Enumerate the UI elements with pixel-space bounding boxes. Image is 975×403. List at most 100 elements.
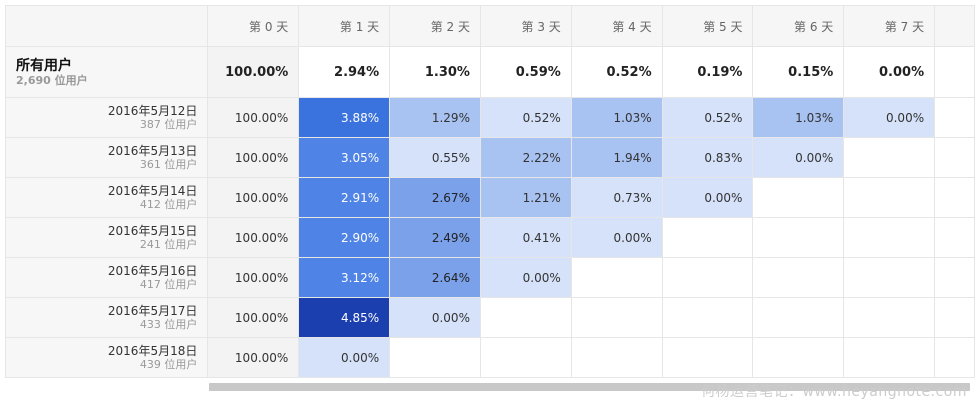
- empty-cell: [479, 337, 572, 378]
- retention-cell: 0.55%: [389, 137, 481, 178]
- retention-cell: 0.00%: [752, 137, 845, 178]
- row-date: 2016年5月18日: [107, 344, 198, 358]
- watermark-text: 何杨运营笔记：www.heyangnote.com: [700, 384, 967, 400]
- summary-day-6: 0.15%: [752, 46, 845, 98]
- retention-cell: 0.00%: [661, 177, 754, 218]
- table-row: 2016年5月16日 417 位用户 100.00% 3.12% 2.64% 0.00%: [4, 257, 975, 298]
- table-row: 2016年5月14日 412 位用户 100.00% 2.91% 2.67% 1.21% 0…: [4, 177, 975, 218]
- summary-day-1: 2.94%: [298, 46, 391, 98]
- empty-cell: [389, 337, 481, 378]
- empty-cell: [934, 177, 975, 218]
- row-date: 2016年5月14日: [107, 184, 198, 198]
- retention-cell: 1.21%: [479, 177, 572, 218]
- empty-cell: [843, 217, 936, 258]
- row-user-count: 439 位用户: [139, 358, 198, 371]
- row-user-count: 417 位用户: [139, 278, 198, 291]
- empty-cell: [570, 337, 663, 378]
- header-day-2[interactable]: 第 2 天: [389, 5, 481, 47]
- empty-cell: [752, 257, 845, 298]
- retention-cell: 2.49%: [389, 217, 481, 258]
- retention-cell: 2.64%: [389, 257, 481, 298]
- retention-cell: 1.03%: [752, 97, 845, 138]
- header-day-6[interactable]: 第 6 天: [752, 5, 845, 47]
- empty-cell: [934, 337, 975, 378]
- empty-cell: [843, 137, 936, 178]
- row-user-count: 412 位用户: [139, 198, 198, 211]
- row-user-count: 361 位用户: [139, 158, 198, 171]
- header-day-1[interactable]: 第 1 天: [298, 5, 391, 47]
- empty-cell: [661, 217, 754, 258]
- retention-cell: 2.22%: [479, 137, 572, 178]
- empty-cell: [934, 97, 975, 138]
- row-label: 2016年5月14日 412 位用户: [4, 177, 209, 218]
- summary-day-0: 100.00%: [207, 46, 300, 98]
- empty-cell: [934, 257, 975, 298]
- header-day-0[interactable]: 第 0 天: [207, 5, 300, 47]
- retention-cell: 0.00%: [479, 257, 572, 298]
- row-user-count: 241 位用户: [139, 238, 198, 251]
- summary-row: 所有用户 2,690 位用户 100.00% 2.94% 1.30% 0.59%…: [4, 46, 975, 98]
- header-overflow: [934, 5, 975, 47]
- header-corner: [4, 5, 209, 47]
- summary-day-3: 0.59%: [479, 46, 572, 98]
- empty-cell: [570, 257, 663, 298]
- cell-day-0: 100.00%: [207, 137, 300, 178]
- retention-cell: 0.41%: [479, 217, 572, 258]
- table-row: 2016年5月17日 433 位用户 100.00% 4.85% 0.00%: [4, 297, 975, 338]
- empty-cell: [843, 257, 936, 298]
- table-row: 2016年5月13日 361 位用户 100.00% 3.05% 0.55% 2.22% 1…: [4, 137, 975, 178]
- empty-cell: [934, 217, 975, 258]
- cell-day-0: 100.00%: [207, 97, 300, 138]
- empty-cell: [752, 217, 845, 258]
- empty-cell: [934, 137, 975, 178]
- cell-day-0: 100.00%: [207, 297, 300, 338]
- empty-cell: [752, 177, 845, 218]
- retention-cell: 3.88%: [298, 97, 391, 138]
- empty-cell: [661, 257, 754, 298]
- row-user-count: 387 位用户: [139, 118, 198, 131]
- empty-cell: [934, 297, 975, 338]
- header-row: 第 0 天 第 1 天 第 2 天 第 3 天 第 4 天 第 5 天 第 6 …: [4, 5, 975, 47]
- row-label: 2016年5月17日 433 位用户: [4, 297, 209, 338]
- empty-cell: [843, 337, 936, 378]
- retention-cell: 0.00%: [298, 337, 391, 378]
- row-date: 2016年5月17日: [107, 304, 198, 318]
- header-day-7[interactable]: 第 7 天: [843, 5, 936, 47]
- retention-cell: 2.91%: [298, 177, 391, 218]
- row-label: 2016年5月18日 439 位用户: [4, 337, 209, 378]
- empty-cell: [843, 297, 936, 338]
- summary-users: 2,690 位用户: [16, 73, 88, 87]
- header-day-5[interactable]: 第 5 天: [661, 5, 754, 47]
- empty-cell: [752, 337, 845, 378]
- row-date: 2016年5月16日: [107, 264, 198, 278]
- row-label: 2016年5月12日 387 位用户: [4, 97, 209, 138]
- retention-cell: 2.90%: [298, 217, 391, 258]
- row-date: 2016年5月15日: [107, 224, 198, 238]
- header-day-3[interactable]: 第 3 天: [479, 5, 572, 47]
- retention-cell: 3.12%: [298, 257, 391, 298]
- row-label: 2016年5月13日 361 位用户: [4, 137, 209, 178]
- retention-cell: 4.85%: [298, 297, 391, 338]
- cell-day-0: 100.00%: [207, 217, 300, 258]
- table-row: 2016年5月18日 439 位用户 100.00% 0.00%: [4, 337, 975, 378]
- empty-cell: [570, 297, 663, 338]
- horizontal-scrollbar[interactable]: [209, 383, 970, 391]
- row-date: 2016年5月13日: [107, 144, 198, 158]
- empty-cell: [661, 297, 754, 338]
- retention-cell: 0.00%: [843, 97, 936, 138]
- retention-cell: 0.52%: [479, 97, 572, 138]
- summary-day-4: 0.52%: [570, 46, 663, 98]
- row-label: 2016年5月15日 241 位用户: [4, 217, 209, 258]
- table-row: 2016年5月15日 241 位用户 100.00% 2.90% 2.49% 0.41% 0…: [4, 217, 975, 258]
- retention-cell: 3.05%: [298, 137, 391, 178]
- empty-cell: [752, 297, 845, 338]
- row-date: 2016年5月12日: [107, 104, 198, 118]
- header-day-4[interactable]: 第 4 天: [570, 5, 663, 47]
- summary-day-7: 0.00%: [843, 46, 936, 98]
- cell-day-0: 100.00%: [207, 257, 300, 298]
- empty-cell: [843, 177, 936, 218]
- retention-cell: 0.73%: [570, 177, 663, 218]
- retention-cell: 1.03%: [570, 97, 663, 138]
- cell-day-0: 100.00%: [207, 177, 300, 218]
- retention-cell: 0.52%: [661, 97, 754, 138]
